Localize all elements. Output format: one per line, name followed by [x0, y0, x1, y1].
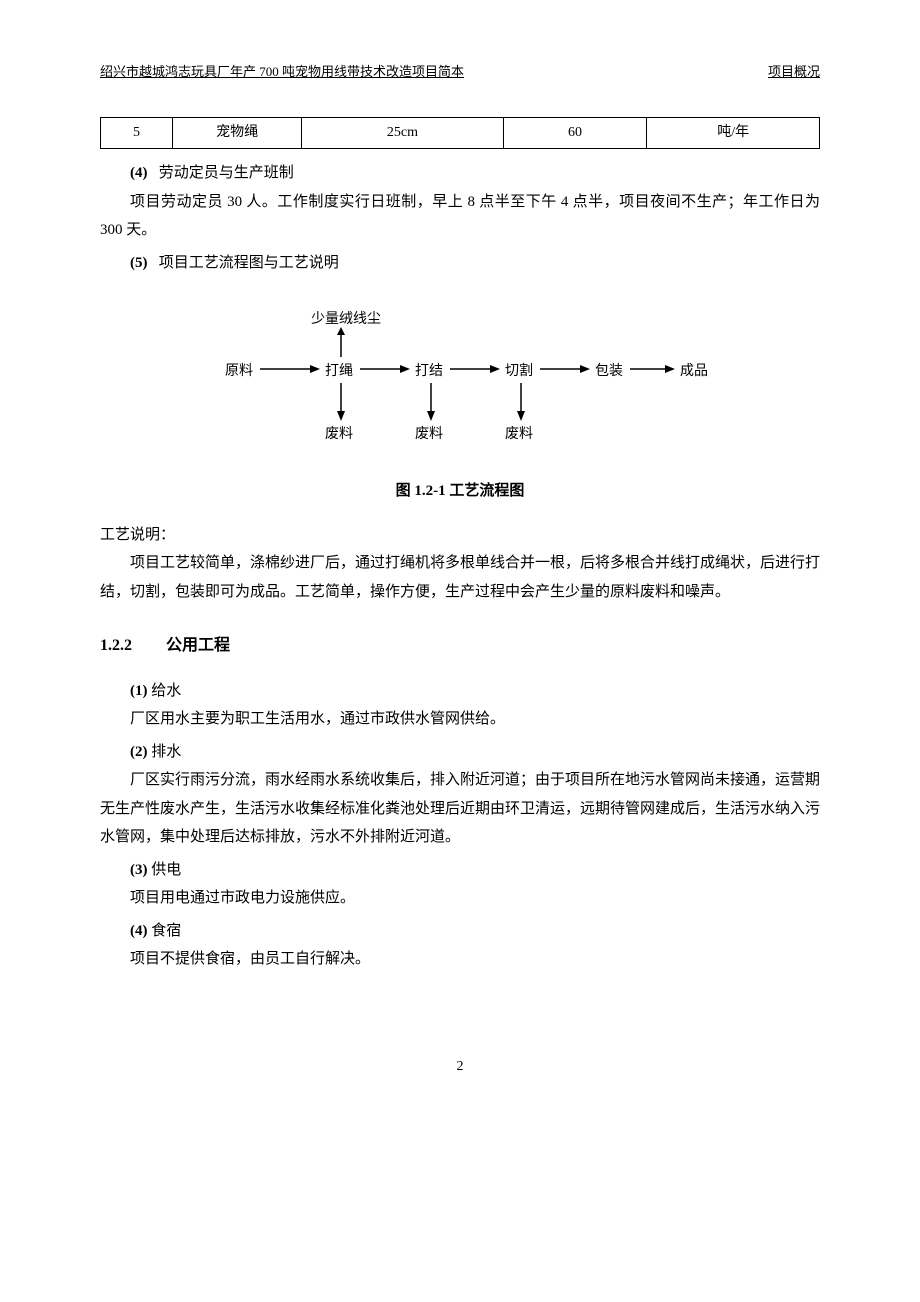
section-4-title: 劳动定员与生产班制 — [159, 165, 294, 181]
product-table: 5 宠物绳 25cm 60 吨/年 — [100, 117, 820, 150]
item2-body: 厂区实行雨污分流，雨水经雨水系统收集后，排入附近河道；由于项目所在地污水管网尚未… — [100, 766, 820, 852]
flow-n2: 打绳 — [325, 359, 353, 386]
item3-body: 项目用电通过市政电力设施供应。 — [100, 884, 820, 913]
arrow-down-icon — [425, 383, 437, 421]
flow-n6: 成品 — [680, 359, 708, 386]
process-heading: 工艺说明： — [100, 521, 820, 550]
section-4-body: 项目劳动定员 30 人。工作制度实行日班制，早上 8 点半至下午 4 点半，项目… — [100, 188, 820, 245]
page-number: 2 — [100, 1054, 820, 1081]
item3-title: 供电 — [151, 862, 181, 878]
item4-num: (4) — [130, 923, 148, 939]
section-5-num: (5) — [130, 255, 148, 271]
item1-heading: (1) 给水 — [100, 677, 820, 706]
section-122-num: 1.2.2 — [100, 637, 132, 654]
cell-qty: 60 — [503, 117, 647, 149]
arrow-right-icon — [450, 362, 500, 376]
item1-title: 给水 — [151, 683, 181, 699]
header-left: 绍兴市越城鸿志玩具厂年产 700 吨宠物用线带技术改造项目简本 — [100, 60, 464, 85]
item1-body: 厂区用水主要为职工生活用水，通过市政供水管网供给。 — [100, 705, 820, 734]
flow-figure-title: 图 1.2-1 工艺流程图 — [100, 477, 820, 506]
arrow-up-icon — [335, 327, 347, 359]
flow-diagram: 少量绒线尘 原料 打绳 打结 切割 包装 成品 废料 废料 废料 — [225, 307, 695, 447]
cell-spec: 25cm — [302, 117, 503, 149]
arrow-right-icon — [360, 362, 410, 376]
item4-title: 食宿 — [151, 923, 181, 939]
flow-n3: 打结 — [415, 359, 443, 386]
table-row: 5 宠物绳 25cm 60 吨/年 — [101, 117, 820, 149]
process-body: 项目工艺较简单，涤棉纱进厂后，通过打绳机将多根单线合并一根，后将多根合并线打成绳… — [100, 549, 820, 606]
flow-n1: 原料 — [225, 359, 253, 386]
flow-waste1: 废料 — [325, 422, 353, 449]
cell-unit: 吨/年 — [647, 117, 820, 149]
header-right: 项目概况 — [768, 60, 820, 85]
section-5-title: 项目工艺流程图与工艺说明 — [159, 255, 339, 271]
item3-num: (3) — [130, 862, 148, 878]
page-header: 绍兴市越城鸿志玩具厂年产 700 吨宠物用线带技术改造项目简本 项目概况 — [100, 60, 820, 87]
section-122-title: 公用工程 — [166, 637, 230, 654]
section-4-num: (4) — [130, 165, 148, 181]
arrow-right-icon — [260, 362, 320, 376]
section-4-heading: (4) 劳动定员与生产班制 — [100, 159, 820, 188]
section-122-heading: 1.2.2 公用工程 — [100, 631, 820, 661]
arrow-right-icon — [540, 362, 590, 376]
arrow-right-icon — [630, 362, 675, 376]
flow-waste2: 废料 — [415, 422, 443, 449]
item2-heading: (2) 排水 — [100, 738, 820, 767]
item2-num: (2) — [130, 744, 148, 760]
flow-n5: 包装 — [595, 359, 623, 386]
section-5-heading: (5) 项目工艺流程图与工艺说明 — [100, 249, 820, 278]
arrow-down-icon — [335, 383, 347, 421]
flow-waste3: 废料 — [505, 422, 533, 449]
arrow-down-icon — [515, 383, 527, 421]
flow-n4: 切割 — [505, 359, 533, 386]
item4-heading: (4) 食宿 — [100, 917, 820, 946]
item3-heading: (3) 供电 — [100, 856, 820, 885]
item2-title: 排水 — [151, 744, 181, 760]
item1-num: (1) — [130, 683, 148, 699]
cell-name: 宠物绳 — [172, 117, 301, 149]
item4-body: 项目不提供食宿，由员工自行解决。 — [100, 945, 820, 974]
cell-seq: 5 — [101, 117, 173, 149]
